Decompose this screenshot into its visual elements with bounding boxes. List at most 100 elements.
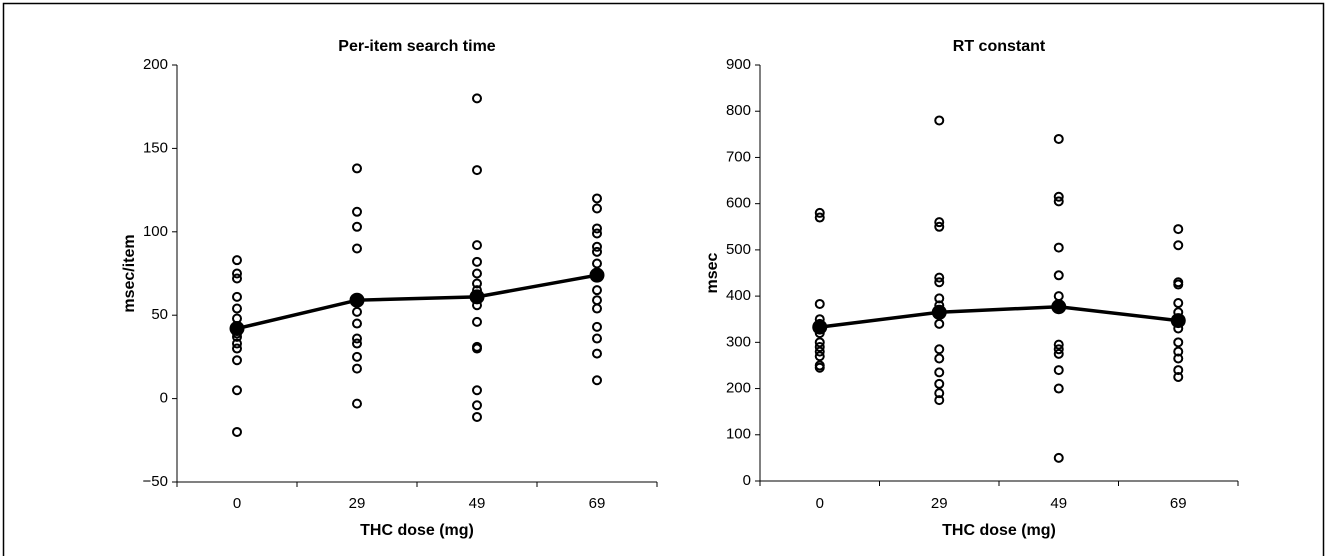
y-axis-label: msec: [704, 252, 721, 293]
data-point: [1053, 452, 1064, 463]
data-point: [934, 388, 945, 399]
data-point: [232, 338, 242, 349]
data-point: [232, 255, 242, 266]
data-point: [232, 273, 242, 284]
data-point: [1053, 344, 1064, 355]
mean-line: [236, 273, 598, 331]
data-point: [592, 223, 602, 234]
data-point: [934, 115, 945, 126]
x-tick-label: 69: [1170, 495, 1187, 512]
y-tick-label: 0: [160, 390, 168, 407]
data-point: [352, 333, 362, 344]
mean-marker: [469, 289, 485, 305]
data-point: [592, 333, 602, 344]
y-tick-label: 500: [726, 241, 751, 258]
data-point: [232, 355, 242, 366]
data-point: [1053, 242, 1064, 253]
data-point: [934, 395, 945, 406]
data-point: [814, 362, 825, 373]
data-point: [934, 353, 945, 364]
data-point: [1173, 353, 1184, 364]
y-tick-label: 600: [726, 195, 751, 212]
x-tick-label: 0: [816, 495, 824, 512]
data-point: [592, 295, 602, 306]
data-point: [352, 363, 362, 374]
data-point: [592, 375, 602, 386]
data-point: [1053, 365, 1064, 376]
data-point: [472, 268, 482, 279]
data-point: [592, 321, 602, 332]
data-point: [592, 241, 602, 252]
chart-title: RT constant: [953, 38, 1046, 55]
y-tick-label: 200: [726, 380, 751, 397]
data-point: [472, 256, 482, 267]
data-point: [1053, 191, 1064, 202]
data-point: [472, 411, 482, 422]
data-point: [1053, 291, 1064, 302]
data-point: [352, 351, 362, 362]
x-axis-label: THC dose (mg): [360, 522, 474, 539]
data-point: [1053, 133, 1064, 144]
x-axis-label: THC dose (mg): [942, 522, 1056, 539]
y-tick-label: −50: [143, 473, 168, 490]
y-axis-label: msec/item: [121, 234, 138, 312]
data-point: [1173, 279, 1184, 290]
y-tick-label: 700: [726, 148, 751, 165]
data-point: [1173, 365, 1184, 376]
mean-marker: [812, 319, 828, 335]
data-point: [232, 426, 242, 437]
mean-marker: [589, 267, 605, 283]
y-tick-label: 300: [726, 333, 751, 350]
x-tick-label: 0: [233, 495, 241, 512]
data-point: [814, 337, 825, 348]
data-point: [934, 217, 945, 228]
data-point: [1053, 383, 1064, 394]
data-point: [472, 93, 482, 104]
data-point: [232, 291, 242, 302]
data-point: [592, 258, 602, 269]
data-point: [232, 268, 242, 279]
y-tick-label: 200: [143, 56, 168, 73]
data-point: [472, 278, 482, 289]
x-tick-label: 49: [469, 495, 486, 512]
data-point: [934, 318, 945, 329]
mean-marker: [1051, 299, 1067, 315]
y-tick-label: 800: [726, 102, 751, 119]
data-point: [1173, 240, 1184, 251]
data-point: [1173, 372, 1184, 382]
data-point: [352, 243, 362, 254]
data-point: [934, 378, 945, 389]
data-point: [1053, 196, 1064, 207]
mean-marker: [1170, 313, 1186, 329]
data-point: [232, 343, 242, 354]
y-tick-label: 100: [726, 426, 751, 443]
data-point: [1173, 337, 1184, 348]
data-point: [472, 240, 482, 251]
data-point: [1053, 270, 1064, 281]
data-point: [592, 203, 602, 214]
data-point: [1173, 346, 1184, 357]
mean-marker: [931, 304, 947, 320]
data-point: [1173, 224, 1184, 235]
data-point: [592, 285, 602, 296]
data-point: [472, 316, 482, 327]
data-point: [1053, 339, 1064, 350]
data-point: [934, 277, 945, 288]
x-tick-label: 29: [931, 495, 948, 512]
data-point: [592, 303, 602, 314]
data-point: [592, 348, 602, 359]
data-point: [472, 165, 482, 176]
data-point: [1053, 348, 1064, 359]
data-point: [814, 351, 825, 362]
y-tick-label: 400: [726, 287, 751, 304]
y-tick-label: 150: [143, 139, 168, 156]
x-tick-label: 49: [1050, 495, 1067, 512]
data-point: [814, 341, 825, 352]
data-point: [352, 163, 362, 174]
data-point: [592, 228, 602, 239]
y-tick-label: 100: [143, 223, 168, 240]
data-point: [352, 306, 362, 317]
y-tick-label: 50: [151, 306, 168, 323]
data-point: [934, 344, 945, 355]
